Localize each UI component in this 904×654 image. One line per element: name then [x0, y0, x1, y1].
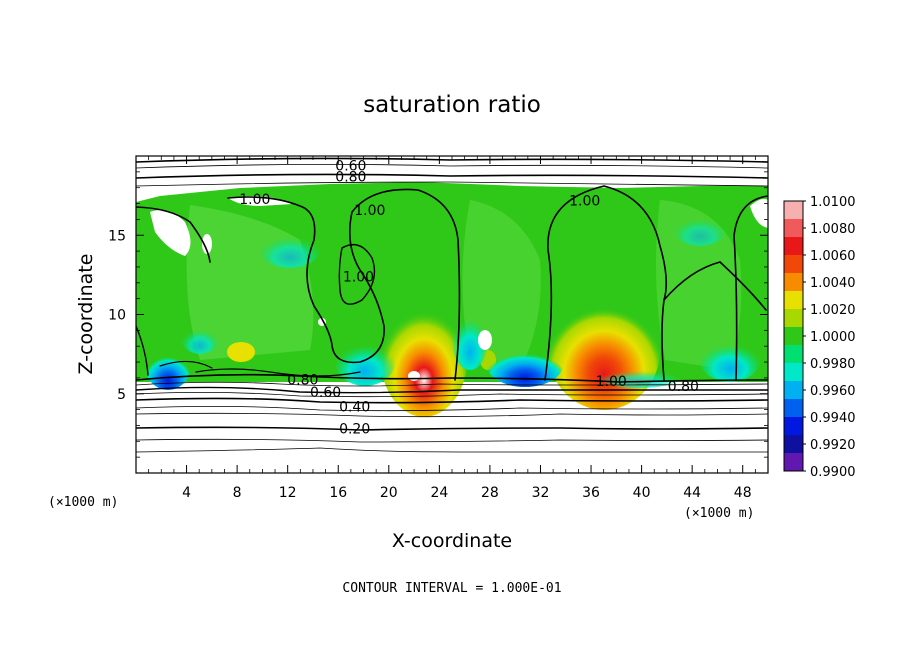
contour-labels: 0.600.801.001.001.001.000.800.600.400.20…: [239, 159, 699, 438]
clear-air-1: [150, 209, 191, 256]
y-tick-label: 5: [117, 387, 126, 403]
colorbar-swatch: [784, 219, 803, 238]
x-tick-label: 48: [734, 485, 752, 501]
colorbar-swatch: [784, 399, 803, 418]
colorbar-label: 1.0080: [810, 222, 856, 237]
warm-cell-2: [548, 290, 660, 410]
clear-air-3: [750, 198, 768, 228]
light-green-region-3: [656, 200, 742, 370]
colorbar-label: 1.0020: [810, 303, 856, 318]
x-tick-label: 16: [329, 485, 347, 501]
colorbar-swatch: [784, 291, 803, 310]
x-tick-label: 12: [279, 485, 297, 501]
contour-label: 0.80: [335, 170, 366, 186]
colorbar-label: 1.0040: [810, 276, 856, 291]
colorbar: 1.0100 1.0080 1.0060 1.0040 1.0020 1.0000 0.99…: [783, 195, 856, 480]
colorbar-swatch: [784, 255, 803, 274]
clear-air-4: [202, 234, 212, 254]
colorbar-swatch: [784, 237, 803, 256]
y-tick-marks: 5 10 15: [108, 171, 768, 458]
colorbar-label: 1.0060: [810, 249, 856, 264]
contour-label: 0.40: [339, 399, 370, 415]
y-tick-label: 15: [108, 228, 126, 244]
colorbar-swatch: [784, 381, 803, 400]
cool-patch-6: [260, 232, 320, 268]
colorbar-swatch: [784, 417, 803, 436]
x-axis-label: X-coordinate: [392, 530, 512, 552]
colorbar-swatch: [784, 201, 803, 220]
cool-patch-5: [700, 338, 760, 382]
colorbar-label: 0.9980: [810, 357, 856, 372]
contour-label: 0.60: [335, 159, 366, 175]
contour-label: 0.80: [668, 379, 699, 395]
x-tick-label: 24: [430, 485, 448, 501]
y-tick-label: 10: [108, 308, 126, 324]
colorbar-label: 0.9900: [810, 465, 856, 480]
x-tick-label: 40: [633, 485, 651, 501]
saturation-field: [136, 157, 768, 453]
x-tick-label: 20: [380, 485, 398, 501]
colorbar-swatch: [784, 453, 803, 472]
colorbar-swatch: [784, 363, 803, 382]
cool-patch-8: [182, 326, 218, 354]
x-tick-label: 8: [233, 485, 242, 501]
x-tick-marks: 4 8 12 16 20 24 28 32 36 40 44 48: [148, 156, 756, 501]
clear-air-6: [478, 330, 492, 350]
contour-label: 0.60: [310, 385, 341, 401]
x-tick-label: 44: [683, 485, 701, 501]
x-tick-label: 36: [582, 485, 600, 501]
cool-patch-9: [600, 368, 680, 388]
cool-patch-3: [487, 343, 563, 387]
contour-label: 1.00: [596, 374, 627, 390]
colorbar-label: 0.9940: [810, 411, 856, 426]
y-axis-label: Z-coordinate: [75, 254, 97, 375]
contour-interval-note: CONTOUR INTERVAL = 1.000E-01: [342, 581, 561, 596]
contour-label: 0.80: [287, 372, 318, 388]
clear-air-7: [408, 371, 420, 381]
contour-label: 0.20: [339, 422, 370, 438]
x-tick-label: 28: [481, 485, 499, 501]
colorbar-label: 0.9920: [810, 438, 856, 453]
cool-patch-7: [674, 214, 726, 246]
colorbar-label: 1.0000: [810, 330, 856, 345]
x-tick-label: 32: [532, 485, 550, 501]
colorbar-swatch: [784, 345, 803, 364]
x-unit-label: (×1000 m): [684, 506, 754, 521]
chart-title: saturation ratio: [363, 92, 541, 118]
colorbar-label: 0.9960: [810, 384, 856, 399]
colorbar-swatch: [784, 273, 803, 292]
cool-patch-1: [146, 346, 190, 390]
warm-spot-1: [227, 342, 255, 362]
z-unit-label: (×1000 m): [48, 495, 118, 510]
colorbar-swatch: [784, 309, 803, 328]
contour-label: 1.00: [343, 269, 374, 285]
warm-cell-1: [380, 293, 468, 417]
colorbar-swatch: [784, 327, 803, 346]
contour-label: 1.00: [354, 203, 385, 219]
contour-lines: [136, 157, 768, 453]
colorbar-label: 1.0100: [810, 195, 856, 210]
x-tick-label: 4: [182, 485, 191, 501]
contour-label: 1.00: [569, 193, 600, 209]
contour-label: 1.00: [239, 192, 270, 208]
cool-patch-4: [452, 310, 488, 370]
colorbar-swatch: [784, 435, 803, 454]
